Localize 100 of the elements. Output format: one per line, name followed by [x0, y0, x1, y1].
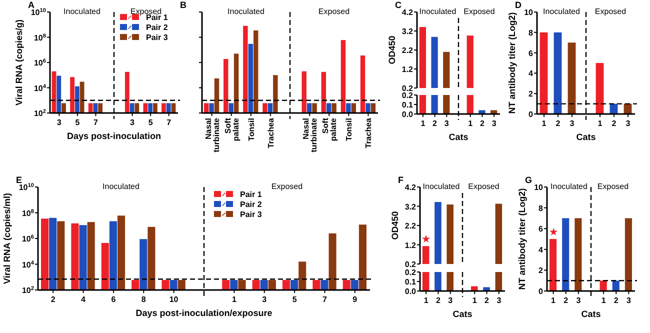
x-tick-label: 7 — [166, 118, 172, 127]
y-tick-label: 6 — [528, 48, 534, 58]
y-tick-label: 10$^{10}$ — [18, 183, 34, 192]
x-tick-label: 1 — [420, 119, 426, 128]
x-tick-label: 1 — [468, 119, 474, 128]
x-axis-title: Cats — [581, 309, 601, 319]
chart-title: B — [180, 0, 187, 10]
x-tick-label: 1 — [601, 296, 606, 305]
chart-title: E — [16, 175, 22, 185]
x-tick-label: 1 — [232, 295, 237, 304]
x-tick-label: 9 — [352, 295, 358, 304]
y-axis-title: Viral RNA (copies/ml) — [2, 192, 12, 284]
y-tick-label: 10 — [534, 183, 544, 192]
x-tick-label: 3 — [444, 119, 450, 128]
x-tick-label: Trachea — [364, 117, 374, 148]
x-axis-title: Days post-inoculation/exposure — [136, 308, 272, 318]
annotation: Inoculated — [64, 7, 100, 16]
x-axis-title: Days post-inoculation — [66, 131, 162, 141]
x-tick-label: 3 — [448, 296, 454, 305]
y-tick-label: 10$^{8}$ — [34, 33, 46, 42]
y-tick-label: 10$^{10}$ — [30, 8, 46, 17]
y-axis-title: NT antibody titer (Log2) — [507, 12, 517, 114]
legend-label: Pair 2 — [146, 23, 168, 32]
y-tick-label: 0.1 — [402, 100, 414, 110]
y-axis-title: OD450 — [390, 211, 400, 240]
legend-label: Pair 3 — [146, 33, 168, 42]
annotation: Exposed — [464, 7, 495, 16]
x-tick-label: 5 — [75, 118, 80, 127]
x-tick-label: 2 — [480, 119, 485, 128]
y-tick-label: 8 — [538, 204, 544, 213]
y-tick-label: 0.1 — [404, 278, 417, 286]
annotation: Exposed — [271, 182, 303, 191]
x-tick-label: 2 — [556, 119, 561, 128]
y-tick-label: 0.0 — [404, 287, 417, 296]
x-tick-label: 3 — [626, 296, 632, 305]
annotation: Inoculated — [543, 7, 580, 16]
x-tick-label: 2 — [614, 296, 619, 305]
x-tick-label: 1 — [472, 296, 478, 305]
annotation: Inoculated — [422, 182, 460, 191]
y-tick-label: 10$^{4}$ — [34, 84, 47, 93]
chart-title: G — [525, 175, 532, 185]
y-tick-label: 2.2 — [404, 222, 417, 230]
x-tick-label: 6 — [111, 295, 116, 304]
annotation: Exposed — [594, 7, 626, 16]
y-tick-label: 4 — [538, 245, 544, 254]
legend-label: Pair 1 — [146, 13, 168, 22]
y-axis-title: Viral RNA (copies/g) — [14, 19, 24, 106]
x-tick-label: Tonsil — [246, 118, 256, 141]
y-tick-label: 10 — [524, 8, 534, 17]
y-tick-label: 2 — [538, 266, 544, 276]
x-tick-label: 3 — [570, 119, 575, 128]
x-tick-label: 3 — [130, 118, 136, 127]
y-tick-label: 3.2 — [402, 27, 414, 36]
x-tick-label: 8 — [141, 295, 146, 304]
x-tick-label: 2 — [436, 296, 441, 305]
y-tick-label: 10$^{6}$ — [34, 58, 46, 68]
annotation: Inoculated — [550, 182, 588, 191]
x-tick-label: 1 — [551, 296, 556, 305]
x-tick-label: 2 — [432, 119, 438, 128]
annotation: Inoculated — [102, 182, 140, 191]
x-tick-label: 3 — [262, 295, 268, 304]
y-tick-label: 2.2 — [402, 46, 414, 55]
y-tick-label: 8 — [528, 28, 534, 38]
legend-label: Pair 2 — [240, 200, 262, 209]
annotation: Inoculated — [228, 7, 264, 16]
y-tick-label: 0.2 — [402, 91, 414, 100]
annotation: Exposed — [468, 182, 500, 191]
x-tick-label: 10 — [169, 295, 179, 304]
x-tick-label: Tonsil — [344, 118, 354, 141]
y-tick-label: 0 — [538, 287, 544, 296]
x-tick-label: Nasal turbinate — [302, 117, 319, 152]
x-tick-label: 2 — [612, 119, 617, 128]
y-tick-label: 10$^{8}$ — [22, 208, 34, 218]
y-tick-label: 10$^{2}$ — [34, 109, 46, 118]
annotation: ★ — [549, 227, 558, 237]
chart-title: F — [398, 175, 404, 185]
chart-title: A — [28, 0, 35, 10]
annotation: Exposed — [597, 182, 629, 191]
x-tick-label: 3 — [496, 296, 502, 305]
y-tick-label: 4.2 — [404, 183, 417, 192]
y-tick-label: 3.2 — [404, 202, 417, 212]
y-tick-label: 1.2 — [404, 240, 417, 250]
annotation: Inoculated — [419, 7, 456, 16]
y-tick-label: 0.2 — [404, 260, 417, 269]
x-tick-label: 5 — [148, 118, 154, 127]
x-axis-title: Cats — [576, 132, 596, 142]
y-axis-title: OD450 — [387, 36, 397, 64]
chart-title: D — [515, 0, 522, 10]
y-tick-label: 4 — [528, 69, 534, 78]
x-axis-title: Cats — [448, 132, 468, 142]
y-tick-label: 0 — [528, 110, 534, 119]
y-tick-label: 6 — [538, 224, 544, 234]
x-tick-label: Trachea — [266, 117, 276, 148]
y-tick-label: 1.2 — [402, 65, 414, 74]
y-tick-label: 0.2 — [404, 268, 417, 277]
x-tick-label: 1 — [424, 296, 429, 305]
annotation: Exposed — [318, 7, 350, 16]
y-tick-label: 10$^{6}$ — [22, 234, 34, 244]
x-tick-label: 1 — [598, 119, 603, 128]
annotation: ★ — [422, 234, 432, 244]
